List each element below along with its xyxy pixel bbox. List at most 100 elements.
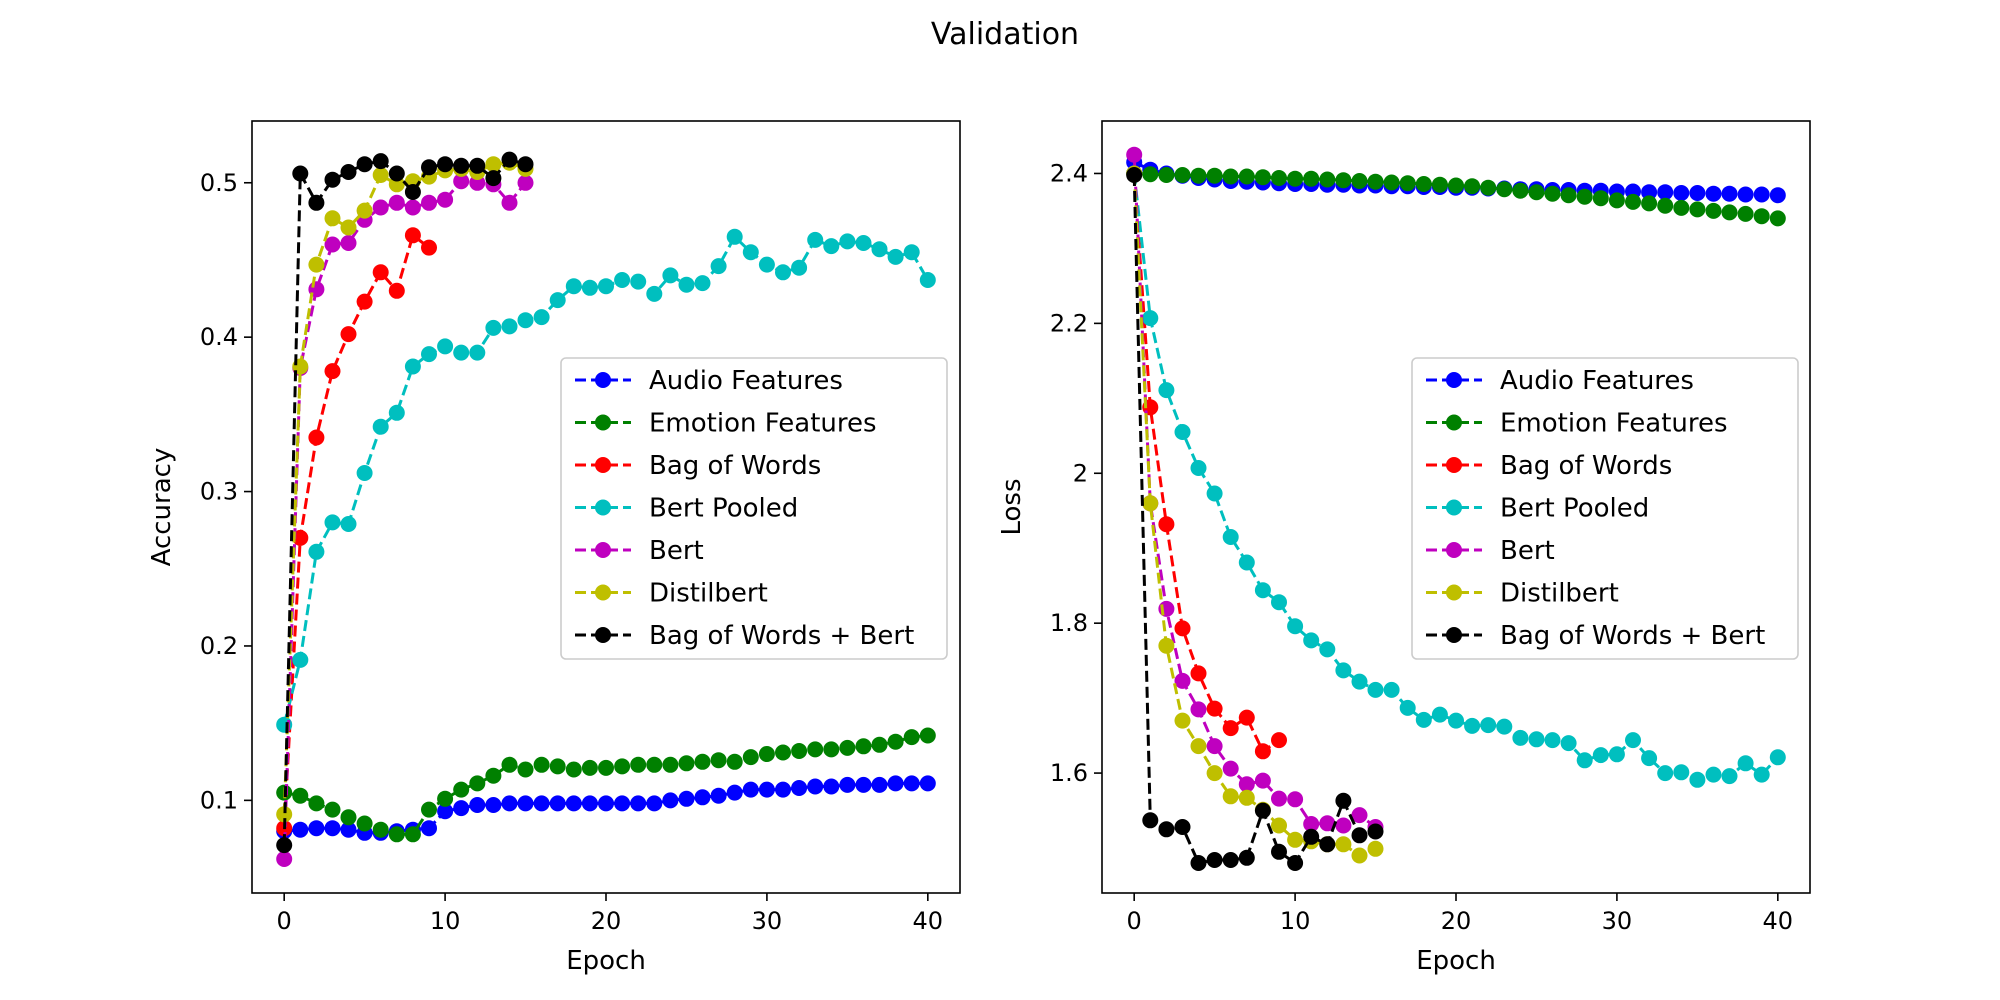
data-point	[1367, 681, 1384, 698]
data-point	[1206, 167, 1223, 184]
data-point	[598, 278, 614, 295]
data-point	[517, 174, 534, 191]
data-point	[388, 165, 405, 182]
data-point	[1576, 752, 1593, 769]
data-point	[372, 153, 389, 170]
data-point	[324, 514, 341, 531]
series-bert-pooled	[1126, 165, 1786, 788]
data-point	[1464, 178, 1481, 195]
data-point	[1206, 738, 1223, 755]
legend-entry: Bag of Words	[575, 451, 821, 481]
data-point	[839, 739, 856, 756]
x-tick-label: 40	[1763, 907, 1794, 935]
data-point	[1512, 729, 1529, 746]
data-point	[1174, 620, 1191, 637]
data-point	[1657, 184, 1674, 201]
data-point	[1415, 176, 1432, 192]
legend-entry: Bert Pooled	[575, 494, 798, 524]
data-point	[1174, 672, 1191, 689]
data-point	[1737, 755, 1754, 772]
legend-box	[560, 357, 948, 660]
data-point	[421, 820, 437, 837]
legend-label: Distilbert	[649, 579, 768, 609]
data-point	[1190, 701, 1207, 718]
data-point	[1689, 185, 1706, 201]
data-point	[1158, 382, 1175, 399]
data-point	[887, 775, 904, 792]
data-point	[1657, 197, 1674, 214]
data-point	[775, 264, 791, 281]
data-point	[791, 743, 808, 759]
data-point	[453, 157, 470, 174]
data-point	[1689, 771, 1706, 788]
data-point	[1190, 665, 1207, 682]
data-point	[324, 236, 341, 253]
chart-panel-2: 0 10 20 30 40 1.6 1.8 2 2.2 2.4 Epoch Loss Audio Fea…	[997, 120, 1811, 976]
data-point	[1158, 167, 1175, 183]
legend-entry: Distilbert	[575, 579, 768, 609]
data-point	[1303, 170, 1320, 187]
data-point	[404, 199, 421, 216]
data-point	[292, 165, 309, 182]
series-emotion-features	[276, 727, 936, 843]
data-point	[839, 776, 856, 793]
legend-marker	[1446, 414, 1462, 431]
data-point	[694, 789, 711, 806]
data-point	[453, 173, 470, 190]
data-point	[1303, 632, 1320, 649]
data-point	[1190, 738, 1207, 755]
legend-entry: Bert	[575, 536, 704, 566]
data-point	[1383, 174, 1400, 191]
data-point	[1753, 766, 1770, 783]
data-point	[485, 170, 502, 187]
data-point	[1608, 746, 1625, 763]
data-point	[1303, 816, 1320, 832]
chart-panels: 0 10 20 30 400.10.20.30.40.5EpochAccuracyAud…	[147, 120, 1811, 976]
data-point	[1753, 186, 1770, 203]
data-point	[1673, 185, 1690, 201]
data-point	[1222, 720, 1239, 737]
data-point	[1448, 712, 1464, 729]
data-point	[1238, 789, 1255, 806]
data-point	[324, 210, 341, 227]
legend-marker	[595, 542, 611, 558]
data-point	[421, 194, 437, 211]
data-point	[388, 194, 405, 211]
data-point	[646, 795, 663, 812]
data-point	[1206, 700, 1223, 717]
data-point	[1657, 765, 1674, 782]
data-point	[823, 778, 840, 795]
data-point	[1705, 202, 1722, 219]
series-line	[282, 157, 526, 846]
data-point	[1448, 177, 1464, 194]
data-point	[1335, 172, 1352, 189]
series-line	[282, 232, 430, 829]
data-point	[1174, 819, 1191, 835]
y-tick-label: 0.2	[200, 632, 238, 660]
data-point	[1399, 175, 1416, 192]
data-point	[372, 167, 389, 183]
data-point	[356, 202, 373, 219]
data-point	[598, 795, 614, 812]
legend-label: Bag of Words	[1500, 451, 1672, 481]
legend-label: Emotion Features	[649, 409, 877, 439]
data-point	[710, 258, 727, 275]
data-point	[710, 752, 727, 769]
data-point	[1625, 732, 1641, 749]
data-point	[421, 239, 437, 256]
data-point	[1753, 208, 1770, 225]
data-point	[533, 309, 550, 326]
data-point	[308, 256, 325, 273]
data-point	[1641, 184, 1658, 201]
legend-marker	[1446, 499, 1462, 516]
data-point	[1142, 812, 1159, 829]
data-point	[710, 787, 727, 804]
data-point	[742, 781, 759, 798]
series-distilbert	[276, 154, 534, 823]
data-point	[1721, 768, 1738, 785]
data-point	[726, 228, 743, 245]
data-point	[1319, 171, 1336, 188]
data-point	[404, 184, 421, 200]
data-point	[1287, 791, 1304, 808]
data-point	[855, 776, 872, 793]
